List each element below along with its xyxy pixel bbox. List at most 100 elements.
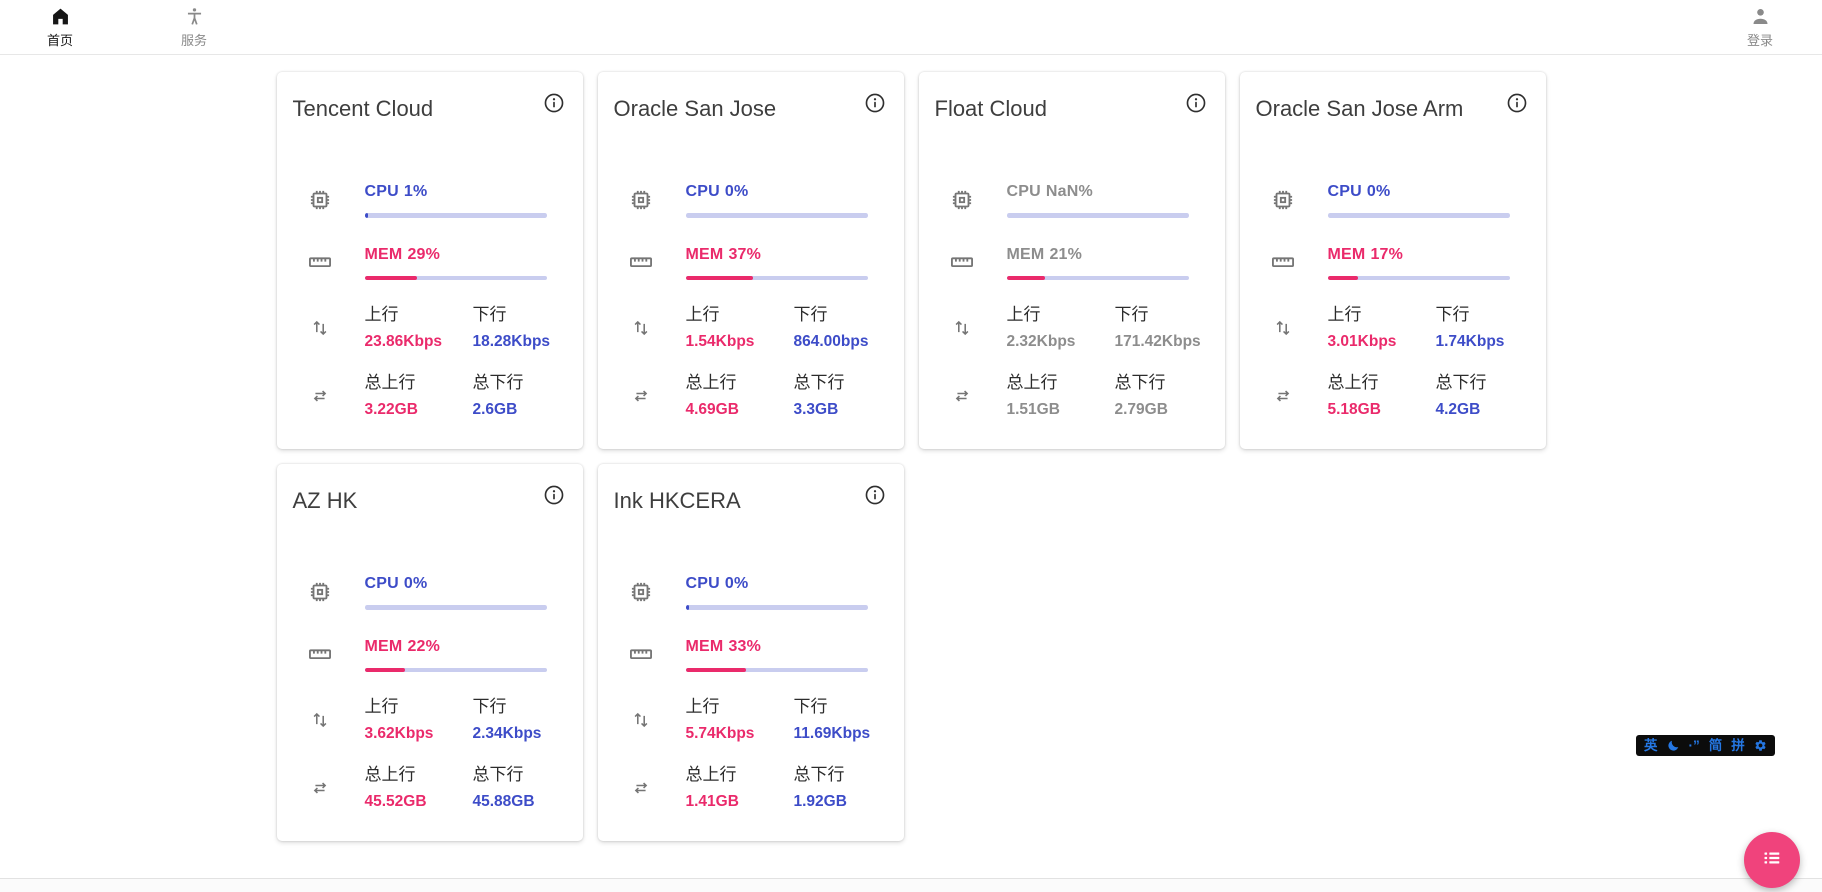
mem-row: MEM 33% bbox=[598, 637, 904, 672]
cpu-label: CPU bbox=[685, 575, 720, 592]
ime-punctuation-mode[interactable]: ·” bbox=[1688, 738, 1700, 753]
download-value: 171.42Kbps bbox=[1114, 333, 1201, 350]
cpu-text: CPU NaN% bbox=[1007, 182, 1189, 202]
ime-pinyin-mode[interactable]: 拼 bbox=[1731, 738, 1745, 753]
total-upload-label: 总上行 bbox=[1327, 373, 1379, 392]
left-right-arrows-icon bbox=[949, 385, 975, 407]
download-stat: 下行 864.00bps bbox=[793, 304, 869, 351]
upload-label: 上行 bbox=[364, 697, 399, 716]
cpu-chip-icon bbox=[307, 579, 333, 605]
ruler-icon bbox=[628, 641, 654, 667]
ime-simplified-mode[interactable]: 简 bbox=[1708, 738, 1723, 753]
total-download-stat: 总下行 1.92GB bbox=[794, 764, 868, 811]
net-total-row: 总上行 3.22GB 总下行 2.6GB bbox=[277, 372, 583, 419]
download-value: 864.00bps bbox=[793, 333, 869, 350]
total-upload-stat: 总上行 45.52GB bbox=[365, 764, 473, 811]
mem-row: MEM 21% bbox=[919, 245, 1225, 280]
cpu-bar-fill bbox=[685, 605, 690, 610]
mem-progressbar bbox=[1006, 275, 1189, 280]
upload-value: 2.32Kbps bbox=[1006, 333, 1076, 350]
mem-text: MEM 17% bbox=[1328, 245, 1510, 265]
cpu-progressbar bbox=[364, 213, 547, 218]
cpu-text: CPU 0% bbox=[686, 574, 868, 594]
cpu-label: CPU bbox=[1327, 183, 1362, 200]
mem-row: MEM 37% bbox=[598, 245, 904, 280]
server-card: Float Cloud CPU NaN% bbox=[918, 72, 1225, 449]
server-card: Tencent Cloud CPU 1% bbox=[276, 72, 583, 449]
mem-label: MEM bbox=[685, 245, 724, 263]
total-upload-stat: 总上行 5.18GB bbox=[1328, 372, 1436, 419]
server-stats: CPU 0% MEM 17% bbox=[1240, 182, 1546, 419]
mem-row: MEM 17% bbox=[1240, 245, 1546, 280]
top-nav: 首页 服务 登录 bbox=[0, 0, 1822, 55]
upload-stat: 上行 2.32Kbps bbox=[1007, 304, 1115, 351]
total-download-label: 总下行 bbox=[793, 373, 845, 392]
total-upload-value: 1.41GB bbox=[685, 793, 739, 810]
mem-text: MEM 33% bbox=[686, 637, 868, 657]
download-label: 下行 bbox=[1435, 305, 1470, 324]
info-icon[interactable] bbox=[543, 484, 565, 506]
ime-english-mode[interactable]: 英 bbox=[1644, 738, 1658, 753]
nav-login-label: 登录 bbox=[1746, 33, 1773, 48]
server-stats: CPU 0% MEM 37% bbox=[598, 182, 904, 419]
mem-value: 17% bbox=[1370, 245, 1404, 263]
mem-bar-fill bbox=[685, 667, 746, 672]
cpu-label: CPU bbox=[364, 183, 399, 200]
half-width-moon-icon[interactable] bbox=[1667, 739, 1680, 752]
total-upload-value: 3.22GB bbox=[364, 401, 418, 418]
nav-item-services[interactable]: 服务 bbox=[172, 6, 216, 48]
ruler-icon bbox=[307, 641, 333, 667]
upload-label: 上行 bbox=[685, 697, 720, 716]
cpu-chip-icon bbox=[628, 579, 654, 605]
cpu-row: CPU 0% bbox=[1240, 182, 1546, 218]
cpu-label: CPU bbox=[364, 575, 399, 592]
cpu-progressbar bbox=[364, 605, 547, 610]
mem-value: 37% bbox=[728, 245, 762, 263]
left-right-arrows-icon bbox=[1270, 385, 1296, 407]
mem-label: MEM bbox=[364, 637, 403, 655]
total-download-stat: 总下行 4.2GB bbox=[1436, 372, 1510, 419]
nav-home-label: 首页 bbox=[46, 33, 73, 48]
info-icon[interactable] bbox=[864, 484, 886, 506]
cpu-bar-fill bbox=[364, 213, 369, 218]
server-card: Oracle San Jose CPU 0% bbox=[597, 72, 904, 449]
total-upload-value: 45.52GB bbox=[364, 793, 427, 810]
total-upload-label: 总上行 bbox=[1006, 373, 1058, 392]
download-stat: 下行 11.69Kbps bbox=[793, 696, 871, 743]
total-download-label: 总下行 bbox=[472, 373, 524, 392]
total-download-label: 总下行 bbox=[472, 765, 524, 784]
ime-settings-gear-icon[interactable] bbox=[1754, 739, 1767, 752]
cpu-row: CPU 1% bbox=[277, 182, 583, 218]
mem-value: 33% bbox=[728, 637, 762, 655]
nav-services-label: 服务 bbox=[180, 33, 207, 48]
info-icon[interactable] bbox=[1506, 92, 1528, 114]
cpu-row: CPU 0% bbox=[598, 574, 904, 610]
total-upload-value: 1.51GB bbox=[1006, 401, 1060, 418]
info-icon[interactable] bbox=[543, 92, 565, 114]
total-download-value: 45.88GB bbox=[472, 793, 535, 810]
mem-progressbar bbox=[1327, 275, 1510, 280]
download-label: 下行 bbox=[472, 697, 507, 716]
cpu-value: 0% bbox=[403, 575, 428, 592]
total-download-value: 3.3GB bbox=[793, 401, 839, 418]
info-icon[interactable] bbox=[1185, 92, 1207, 114]
nav-item-home[interactable]: 首页 bbox=[38, 6, 82, 48]
upload-stat: 上行 3.62Kbps bbox=[365, 696, 473, 743]
server-card: Ink HKCERA CPU 0% bbox=[597, 464, 904, 841]
upload-stat: 上行 3.01Kbps bbox=[1328, 304, 1436, 351]
nav-item-login[interactable]: 登录 bbox=[1738, 6, 1782, 48]
total-download-label: 总下行 bbox=[1114, 373, 1166, 392]
upload-label: 上行 bbox=[1006, 305, 1041, 324]
total-upload-stat: 总上行 1.51GB bbox=[1007, 372, 1115, 419]
cpu-label: CPU bbox=[685, 183, 720, 200]
mem-text: MEM 29% bbox=[365, 245, 547, 265]
home-icon bbox=[50, 6, 71, 32]
net-speed-row: 上行 2.32Kbps 下行 171.42Kbps bbox=[919, 304, 1225, 351]
download-value: 11.69Kbps bbox=[793, 725, 871, 742]
total-upload-stat: 总上行 4.69GB bbox=[686, 372, 794, 419]
server-list-fab[interactable] bbox=[1744, 832, 1800, 888]
up-down-arrows-icon bbox=[307, 317, 333, 339]
mem-row: MEM 29% bbox=[277, 245, 583, 280]
mem-text: MEM 22% bbox=[365, 637, 547, 657]
info-icon[interactable] bbox=[864, 92, 886, 114]
